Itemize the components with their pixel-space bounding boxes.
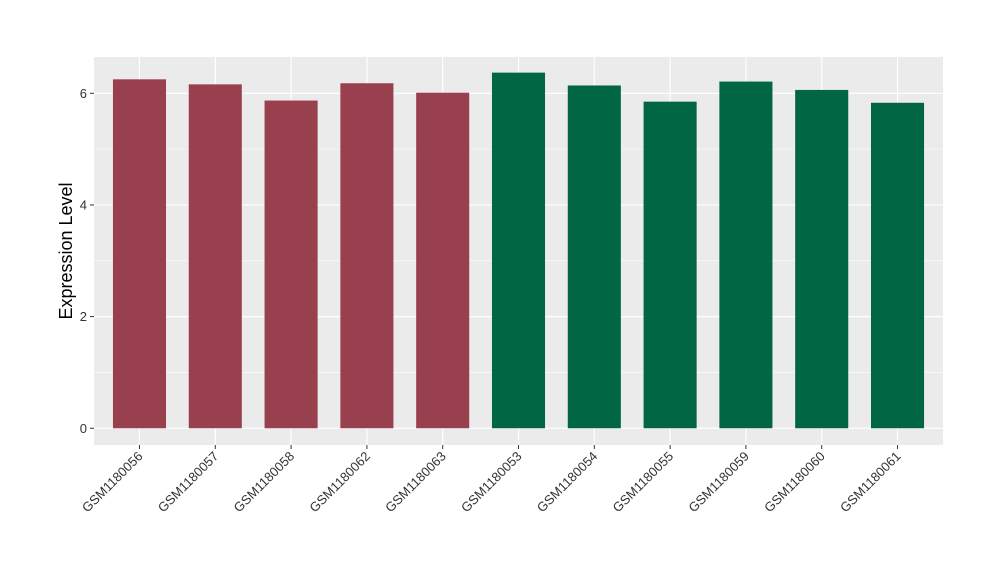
x-tick-label: GSM1180054	[534, 449, 601, 516]
bar-GSM1180054	[567, 85, 621, 429]
x-tick-label: GSM1180063	[382, 449, 449, 516]
bar-GSM1180053	[491, 72, 546, 429]
bar-GSM1180060	[795, 89, 849, 429]
x-tick-label: GSM1180060	[761, 449, 828, 516]
x-tick-label: GSM1180062	[306, 449, 373, 516]
x-tick-label: GSM1180061	[837, 449, 904, 516]
bar-GSM1180056	[112, 79, 167, 429]
x-tick-label: GSM1180058	[231, 449, 298, 516]
bar-GSM1180062	[340, 83, 394, 429]
bars	[112, 72, 925, 429]
x-tick-label: GSM1180057	[155, 449, 222, 516]
x-axis: GSM1180056 GSM1180057 GSM1180058 GSM1180062…	[79, 445, 904, 515]
x-tick-label: GSM1180055	[610, 449, 677, 516]
bar-GSM1180055	[643, 101, 697, 429]
x-tick-label: GSM1180053	[458, 449, 525, 516]
x-tick-label: GSM1180059	[685, 449, 752, 516]
bar-GSM1180061	[870, 102, 925, 429]
y-tick-label: 2	[80, 309, 87, 324]
bar-GSM1180057	[188, 84, 242, 429]
y-tick-label: 6	[80, 86, 87, 101]
bar-GSM1180063	[416, 92, 470, 429]
bar-GSM1180058	[264, 100, 318, 429]
x-tick-label: GSM1180056	[79, 449, 146, 516]
y-tick-label: 0	[80, 421, 87, 436]
y-axis-title: Expression Level	[56, 182, 76, 319]
y-tick-label: 4	[80, 197, 87, 212]
y-axis: 0 2 4 6	[80, 86, 94, 436]
bar-GSM1180059	[719, 81, 773, 429]
